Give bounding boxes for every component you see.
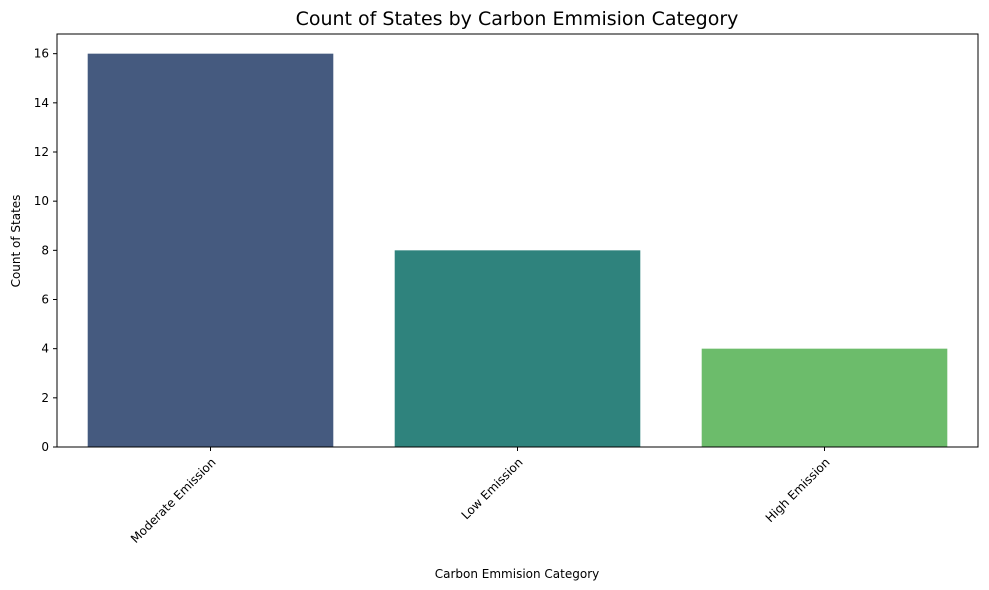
y-tick-label: 14 — [34, 96, 49, 110]
x-axis-label: Carbon Emmision Category — [435, 567, 600, 581]
x-tick-label: Moderate Emission — [128, 455, 219, 546]
x-tick-label: Low Emission — [459, 455, 526, 522]
y-tick-label: 2 — [41, 391, 49, 405]
y-tick-label: 16 — [34, 47, 49, 61]
plot-area: 0 2 4 6 8 10 12 14 16 Moderate Emission Low Emissi… — [34, 33, 979, 546]
bar-high-emission — [701, 348, 948, 447]
bar-low-emission — [394, 250, 641, 447]
y-tick-label: 8 — [41, 243, 49, 257]
chart-title: Count of States by Carbon Emmision Categ… — [296, 8, 739, 30]
y-tick-label: 6 — [41, 293, 49, 307]
y-tick-label: 10 — [34, 194, 49, 208]
y-tick-label: 12 — [34, 145, 49, 159]
x-tick-label: High Emission — [763, 455, 833, 525]
y-tick-label: 0 — [41, 440, 49, 454]
y-axis-label: Count of States — [9, 195, 23, 288]
y-tick-label: 4 — [41, 342, 49, 356]
bar-moderate-emission — [87, 53, 334, 448]
plot-frame — [56, 33, 979, 448]
